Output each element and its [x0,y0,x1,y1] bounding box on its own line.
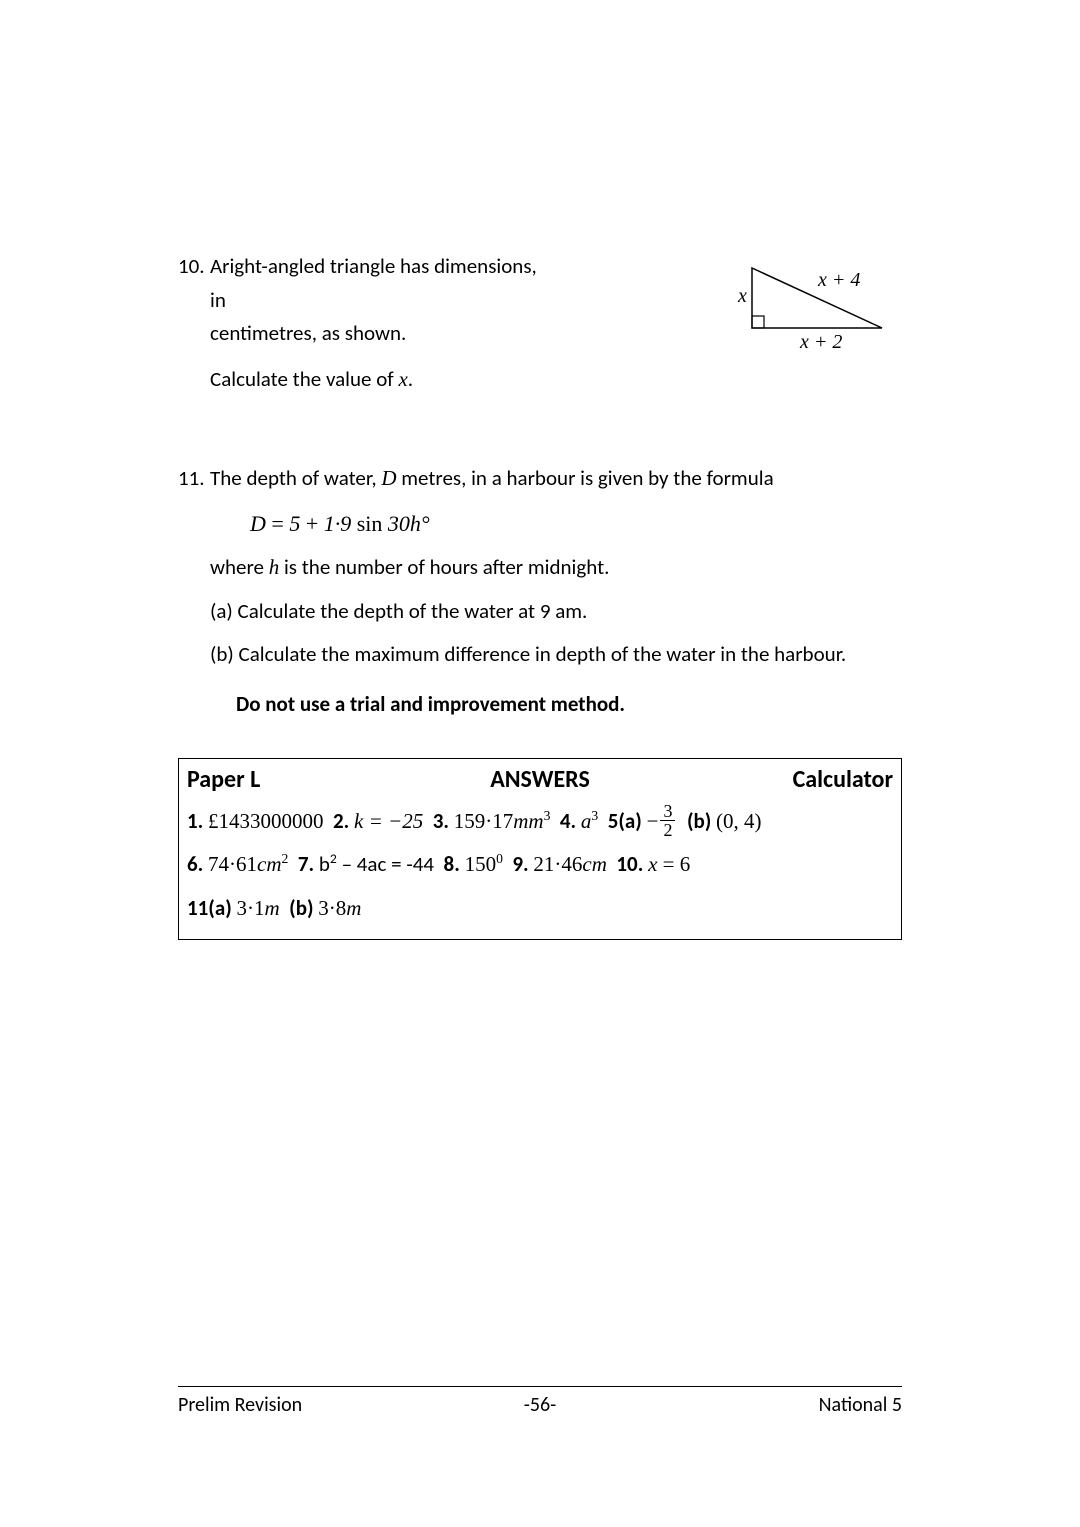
q11-part-a: (a) Calculate the depth of the water at … [210,595,902,629]
q10-period: . [408,366,413,392]
a9-label: 9. [512,851,528,877]
footer-right: National 5 [661,1393,902,1417]
a8-label: 8. [444,851,460,877]
q11-formula: D = 5 + 1·9 sin 30h° [250,506,902,541]
q11-intro-a: The depth of water, [210,465,381,491]
answers-line-2: 6. 74·61cm2 7. b2 – 4ac = -44 8. 1500 9.… [187,845,893,885]
a3-label: 3. [433,808,449,834]
triangle-base-label: x + 2 [799,331,842,353]
q11-intro-b: metres, in a harbour is given by the for… [397,465,774,491]
q10-line2: Calculate the value of [210,366,398,392]
answers-line-3: 11(a) 3·1m (b) 3·8m [187,889,893,929]
triangle-diagram: x x + 4 x + 2 [722,258,902,358]
page-footer: Prelim Revision -56- National 5 [178,1386,902,1417]
page: 10. Aright-angled triangle has dimension… [0,0,1080,1527]
a11b-val: 3·8m [318,896,361,920]
triangle-hyp-label: x + 4 [817,269,860,291]
a2-label: 2. [333,808,349,834]
a10-label: 10. [616,851,643,877]
a5b-label: (b) [687,808,711,834]
a6-val: 74·61cm2 [208,852,288,876]
q10-line1b: centimetres, as shown. [210,320,406,346]
q11-intro-var: D [381,466,396,490]
answers-header-left: Paper L [187,765,422,794]
a7-label: 7. [298,851,314,877]
q11-where-a: where [210,554,269,580]
q10-line1a: Aright-angled triangle has dimensions, i… [210,253,537,313]
answers-box: Paper L ANSWERS Calculator 1. £143300000… [178,758,902,941]
a7-val: b2 – 4ac = -44 [319,851,434,877]
q11-number: 11. [178,462,210,496]
footer-left: Prelim Revision [178,1393,419,1417]
a9-val: 21·46cm [533,852,607,876]
answers-line-1: 1. £1433000000 2. k = −25 3. 159·17mm3 4… [187,802,893,842]
a6-label: 6. [187,851,203,877]
a5a-val: −32 [647,809,678,833]
footer-center: -56- [419,1393,660,1417]
a8-val: 1500 [465,852,503,876]
answers-header-center: ANSWERS [422,765,657,794]
q11-where-var: h [269,555,280,579]
triangle-x-label: x [737,285,747,307]
q11-where-b: is the number of hours after midnight. [279,554,609,580]
answers-header-right: Calculator [658,765,893,794]
a11a-val: 3·1m [237,896,280,920]
a10-val: x = 6 [648,852,690,876]
q10-var: x [398,367,407,391]
a11b-label: (b) [289,895,313,921]
q10-number: 10. [178,250,210,284]
a3-val: 159·17mm3 [454,809,551,833]
q11-note: Do not use a trial and improvement metho… [236,688,902,722]
a1-label: 1. [187,808,203,834]
a2-val: k = −25 [354,809,423,833]
a5b-val: (0, 4) [716,809,762,833]
q11-part-b: (b) Calculate the maximum difference in … [210,638,902,672]
question-11: 11. The depth of water, D metres, in a h… [178,462,902,721]
a1-val: £1433000000 [208,809,324,833]
a4-val: a3 [581,809,598,833]
a11a-label: 11(a) [187,895,232,921]
a5a-label: 5(a) [608,808,642,834]
a4-label: 4. [560,808,576,834]
